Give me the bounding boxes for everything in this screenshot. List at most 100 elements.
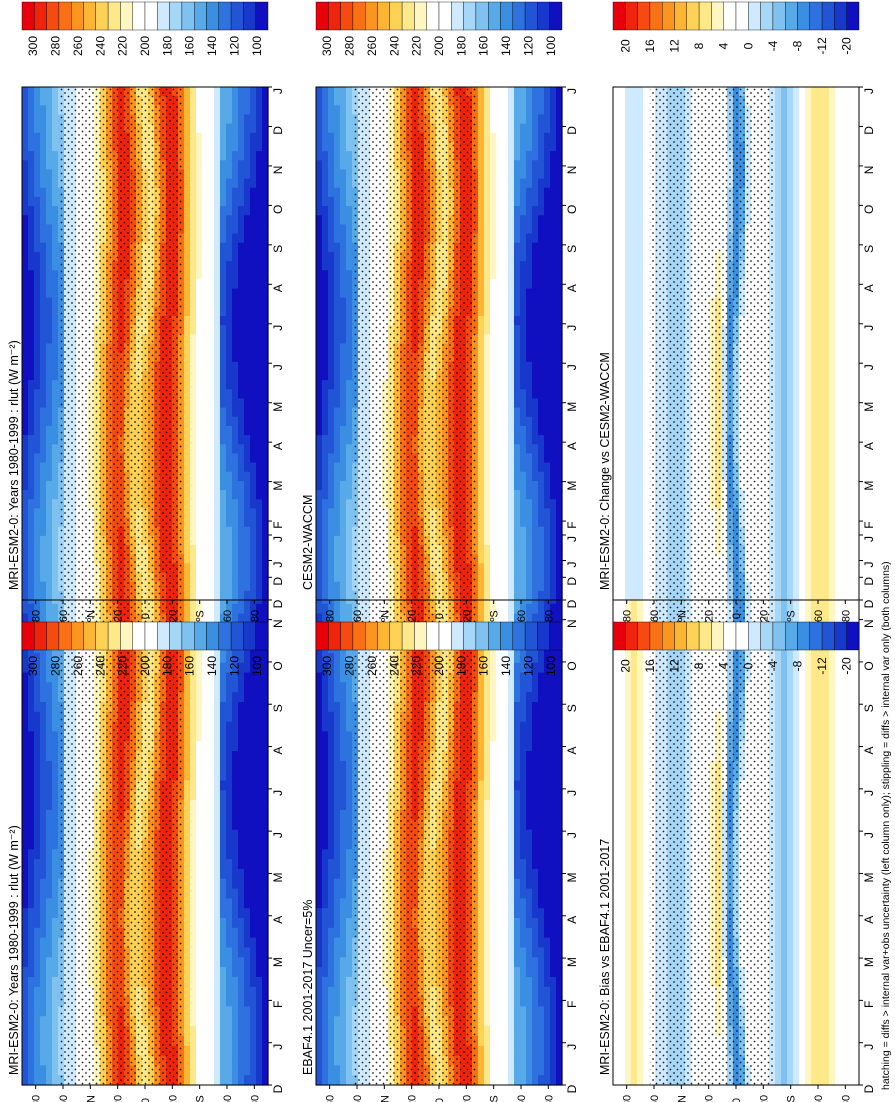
heatmap-cell	[34, 1065, 41, 1076]
heatmap-cell	[244, 888, 251, 899]
heatmap-cell	[346, 760, 353, 772]
heatmap-cell	[208, 986, 215, 998]
heatmap-cell	[262, 1026, 269, 1037]
heatmap-cell	[625, 800, 632, 811]
heatmap-cell	[550, 731, 557, 742]
heatmap-cell	[52, 976, 59, 988]
heatmap-cell	[22, 810, 29, 821]
colorbar-swatch	[401, 621, 415, 651]
heatmap-cell	[322, 603, 329, 615]
heatmap-cell	[502, 1035, 509, 1047]
heatmap-cell	[46, 918, 53, 929]
heatmap-cell	[502, 918, 509, 929]
heatmap-cell	[340, 1016, 347, 1027]
heatmap-cell	[340, 967, 347, 978]
heatmap-cell	[625, 1055, 632, 1066]
heatmap-cell	[244, 810, 251, 821]
heatmap-cell	[613, 908, 620, 919]
heatmap-cell	[34, 711, 41, 723]
heatmap-cell	[34, 800, 41, 811]
colorbar-swatch	[120, 621, 133, 651]
heatmap-cell	[226, 918, 233, 929]
heatmap-cell	[334, 878, 341, 890]
heatmap-cell	[214, 613, 221, 624]
heatmap-cell	[346, 927, 353, 939]
heatmap-cell	[22, 1035, 29, 1047]
heatmap-cell	[190, 996, 197, 1008]
heatmap-cell	[190, 1065, 197, 1076]
heatmap-cell	[613, 1006, 620, 1017]
heatmap-cell	[496, 721, 503, 733]
heatmap-cell	[508, 957, 515, 968]
heatmap-cell	[244, 603, 251, 615]
heatmap-cell	[340, 603, 347, 615]
heatmap-cell	[22, 927, 29, 939]
heatmap-cell	[346, 1045, 353, 1057]
heatmap-cell	[520, 937, 527, 949]
heatmap-cell	[40, 996, 47, 1008]
heatmap-cell	[226, 868, 233, 880]
heatmap-cell	[208, 682, 215, 693]
heatmap-cell	[40, 662, 47, 674]
heatmap-cell	[496, 829, 503, 841]
heatmap-cell	[232, 1016, 239, 1027]
heatmap-cell	[532, 986, 539, 998]
heatmap-cell	[520, 927, 527, 939]
heatmap-cell	[520, 849, 527, 860]
heatmap-cell	[226, 770, 233, 782]
heatmap-cell	[340, 859, 347, 870]
heatmap-cell	[40, 898, 47, 909]
heatmap-cell	[538, 731, 545, 742]
heatmap-cell	[244, 1065, 251, 1076]
heatmap-cell	[490, 918, 497, 929]
heatmap-cell	[46, 770, 53, 782]
heatmap-cell	[196, 829, 203, 841]
heatmap-cell	[328, 810, 335, 821]
heatmap-cell	[316, 652, 323, 664]
heatmap-cell	[250, 976, 257, 988]
heatmap-cell	[22, 672, 29, 683]
heatmap-cell	[184, 1016, 191, 1027]
heatmap-cell	[520, 751, 527, 762]
heatmap-cell	[52, 957, 59, 968]
heatmap-cell	[340, 829, 347, 841]
heatmap-cell	[262, 829, 269, 841]
heatmap-cell	[196, 1065, 203, 1076]
heatmap-cell	[256, 613, 263, 624]
heatmap-cell	[214, 819, 221, 831]
heatmap-cell	[232, 741, 239, 752]
heatmap-cell	[619, 1065, 626, 1076]
heatmap-cell	[538, 947, 545, 958]
heatmap-cell	[490, 976, 497, 988]
heatmap-cell	[334, 967, 341, 978]
heatmap-cell	[520, 868, 527, 880]
heatmap-cell	[328, 692, 335, 703]
colorbar-label: 120	[227, 656, 241, 676]
heatmap-cell	[625, 721, 632, 733]
heatmap-cell	[538, 1035, 545, 1047]
heatmap-cell	[196, 908, 203, 919]
heatmap-cell	[34, 829, 41, 841]
heatmap-cell	[22, 701, 29, 713]
heatmap-cell	[520, 819, 527, 831]
heatmap-cell	[40, 672, 47, 683]
heatmap-cell	[346, 898, 353, 909]
heatmap-cell	[625, 810, 632, 821]
heatmap-cell	[532, 937, 539, 949]
heatmap-cell	[532, 731, 539, 742]
heatmap-cell	[52, 751, 59, 762]
heatmap-cell	[244, 751, 251, 762]
heatmap-cell	[220, 839, 227, 850]
heatmap-cell	[316, 829, 323, 841]
heatmap-cell	[514, 1035, 521, 1047]
heatmap-cell	[250, 839, 257, 850]
heatmap-cell	[322, 849, 329, 860]
heatmap-cell	[544, 888, 551, 899]
heatmap-cell	[538, 810, 545, 821]
heatmap-cell	[256, 751, 263, 762]
heatmap-cell	[538, 1065, 545, 1076]
heatmap-cell	[202, 947, 209, 958]
heatmap-cell	[502, 908, 509, 919]
heatmap-cell	[322, 731, 329, 742]
heatmap-cell	[613, 603, 620, 615]
